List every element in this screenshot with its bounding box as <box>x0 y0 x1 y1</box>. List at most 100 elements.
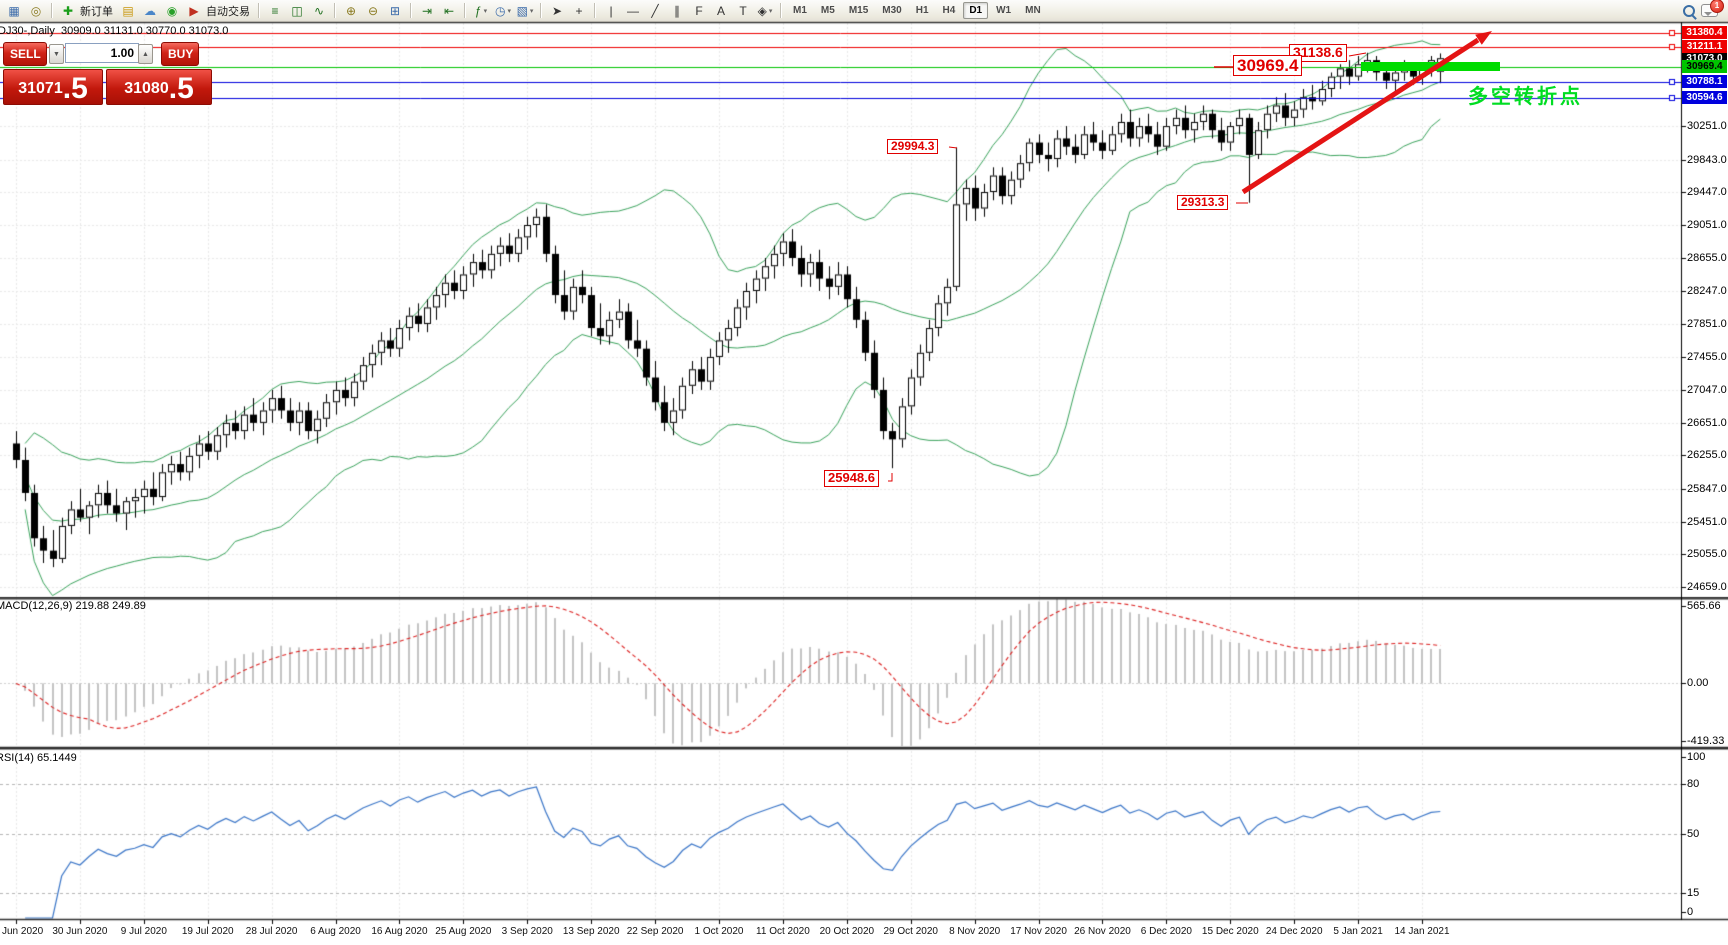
chart-window-icon[interactable]: ▦ <box>8 3 20 18</box>
text-icon[interactable]: A <box>716 3 725 18</box>
equidistant-channel-icon[interactable]: ∥ <box>674 3 680 18</box>
buy-button[interactable]: BUY <box>161 42 199 66</box>
timeframe-m30-button[interactable]: M30 <box>882 5 902 16</box>
shapes-icon[interactable]: ◈ ▾ <box>757 3 773 18</box>
date-axis-label: 6 Aug 2020 <box>310 926 361 937</box>
date-axis-label: 6 Dec 2020 <box>1140 926 1192 937</box>
price-axis-tick: 27851.0 <box>1687 317 1727 330</box>
date-axis-label: 20 Oct 2020 <box>819 926 875 937</box>
cursor-icon[interactable]: ➤ <box>551 3 563 18</box>
buy-price-int: 31080 <box>124 80 169 97</box>
rsi-axis-tick: 50 <box>1687 828 1700 840</box>
price-line-tag: 31380.4 <box>1682 26 1727 40</box>
date-axis-label: 1 Oct 2020 <box>694 926 744 937</box>
price-axis-tick: 27455.0 <box>1687 350 1727 363</box>
notification-badge: 1 <box>1710 0 1724 13</box>
timeframe-h4-button[interactable]: H4 <box>942 5 956 16</box>
search-icon[interactable] <box>1679 2 1699 20</box>
mql5-cloud-icon[interactable]: ☁ <box>144 3 156 18</box>
timeframe-h1-button[interactable]: H1 <box>915 5 929 16</box>
price-axis-tick: 25055.0 <box>1687 548 1727 561</box>
date-axis-label: 14 Jan 2021 <box>1394 926 1450 937</box>
price-label-swing-low[interactable]: 29313.3 <box>1177 195 1229 211</box>
line-chart-icon[interactable]: ∿ <box>313 3 325 18</box>
macd-axis-tick: 0.00 <box>1687 677 1709 689</box>
price-line-tag: 30788.1 <box>1682 75 1727 89</box>
toolbar-separator <box>258 3 260 18</box>
sell-price-dec: .5 <box>62 72 88 106</box>
toolbar-separator <box>780 3 782 18</box>
timeframe-m1-button[interactable]: M1 <box>793 5 807 16</box>
label-icon[interactable]: T <box>739 3 747 18</box>
dropdown-arrow-icon: ▾ <box>483 7 488 15</box>
deposit-icon[interactable]: ▤ <box>122 3 134 18</box>
indicators-icon[interactable]: ƒ ▾ <box>474 3 488 18</box>
volume-decrease-button[interactable]: ▼ <box>49 44 64 64</box>
zoom-in-icon[interactable]: ⊕ <box>345 3 357 18</box>
zoom-out-icon[interactable]: ⊖ <box>367 3 379 18</box>
sell-button[interactable]: SELL <box>3 42 47 66</box>
bars-chart-icon[interactable]: ≡ <box>271 3 279 18</box>
price-axis-tick: 27047.0 <box>1687 384 1727 397</box>
price-axis-tick: 25847.0 <box>1687 483 1727 496</box>
chart-shift-icon[interactable]: ⇥ <box>421 3 433 18</box>
candlestick-chart-icon[interactable]: ◫ <box>291 3 303 18</box>
price-label-oct-low[interactable]: 25948.6 <box>824 470 879 487</box>
date-axis-label: 13 Sep 2020 <box>562 926 620 937</box>
tile-windows-icon[interactable]: ⊞ <box>389 3 401 18</box>
chart-title: DJ30-,Daily 30909.0 31131.0 30770.0 3107… <box>0 25 228 37</box>
price-line-tag: 30594.6 <box>1682 91 1727 105</box>
timeframe-w1-button[interactable]: W1 <box>996 5 1012 16</box>
date-axis-label: 15 Dec 2020 <box>1201 926 1259 937</box>
timeframe-mn-button[interactable]: MN <box>1025 5 1041 16</box>
chinese-annotation[interactable]: 多空转折点 <box>1468 86 1583 108</box>
timeframe-d1-button[interactable]: D1 <box>963 2 989 19</box>
toolbar-separator <box>51 3 53 18</box>
support-resistance-bar[interactable] <box>1361 62 1500 71</box>
toolbar-separator <box>594 3 596 18</box>
rsi-axis-tick: 15 <box>1687 887 1700 899</box>
date-axis-label: 5 Jan 2021 <box>1333 926 1383 937</box>
timeframe-m15-button[interactable]: M15 <box>848 5 869 16</box>
date-axis-label: 22 Sep 2020 <box>626 926 684 937</box>
crosshair-icon[interactable]: + <box>575 3 583 18</box>
magnifier-glyph <box>1683 4 1695 17</box>
buy-price-dec: .5 <box>168 72 194 106</box>
price-axis-tick: 29447.0 <box>1687 186 1727 199</box>
date-axis-label: 29 Oct 2020 <box>883 926 938 937</box>
price-label-resistance[interactable]: 30969.4 <box>1233 55 1303 77</box>
macd-axis-tick: 565.66 <box>1687 600 1721 612</box>
fibonacci-icon[interactable]: F <box>695 3 703 18</box>
dropdown-arrow-icon: ▾ <box>529 7 534 15</box>
price-line-tag: 31211.1 <box>1682 40 1727 54</box>
auto-trading-icon[interactable]: ▶ <box>189 3 199 18</box>
price-axis-tick: 29843.0 <box>1687 153 1727 166</box>
auto-trading-label: 自动交易 <box>206 5 250 18</box>
price-label-spike[interactable]: 29994.3 <box>887 139 939 155</box>
dropdown-arrow-icon: ▾ <box>507 7 511 15</box>
chart-ohlc-values: 30909.0 31131.0 30770.0 31073.0 <box>60 25 229 37</box>
price-axis-tick: 29051.0 <box>1687 218 1727 231</box>
volume-input[interactable] <box>65 43 139 63</box>
trendline-icon[interactable]: ╱ <box>651 3 659 18</box>
one-click-trading-panel: SELL ▼ ▲ BUY 31071 .5 31080 .5 <box>0 40 216 106</box>
sell-price-display[interactable]: 31071 .5 <box>3 69 103 105</box>
horizontal-line-icon[interactable]: — <box>627 3 639 18</box>
chat-icon[interactable]: 1 <box>1701 0 1724 20</box>
timeframe-m5-button[interactable]: M5 <box>820 5 835 16</box>
vertical-line-icon[interactable]: | <box>609 3 613 18</box>
new-order-icon[interactable]: ✚ <box>62 3 74 18</box>
periods-icon[interactable]: ◷ ▾ <box>495 3 511 18</box>
signals-icon[interactable]: ◉ <box>166 3 178 18</box>
templates-icon[interactable]: ▧ ▾ <box>516 3 534 18</box>
buy-price-display[interactable]: 31080 .5 <box>106 69 212 105</box>
main-toolbar: ▦ ◎ ✚ 新订单 ▤ ☁ ◉ ▶ 自动交易 ≡ ◫ ∿ ⊕ ⊖ ⊞ ⇥ ⇤ ƒ ▾ ◷ ▾ ▧ ▾ ➤ + | — ╱ ∥ F A T ◈ ▾ M… <box>0 0 1728 22</box>
date-axis-label: 30 Jun 2020 <box>52 926 108 937</box>
rsi-axis-tick: 100 <box>1687 751 1706 763</box>
price-axis-tick: 26255.0 <box>1687 449 1727 462</box>
auto-scroll-icon[interactable]: ⇤ <box>443 3 455 18</box>
market-watch-icon[interactable]: ◎ <box>30 3 42 18</box>
volume-increase-button[interactable]: ▲ <box>138 44 153 64</box>
macd-indicator-label: MACD(12,26,9) 219.88 249.89 <box>0 600 146 612</box>
toolbar-separator <box>334 3 336 18</box>
